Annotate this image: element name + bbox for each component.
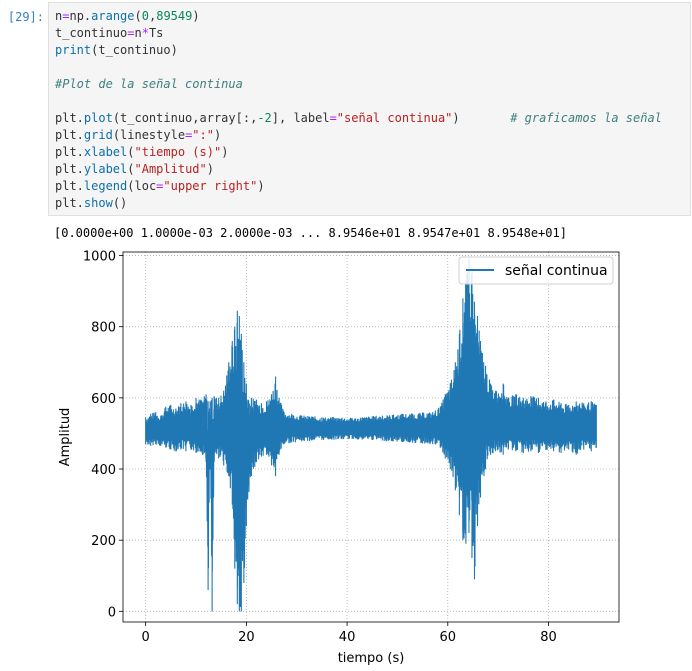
code-token: -2 — [257, 111, 272, 125]
code-token: = — [185, 128, 193, 142]
signal-series — [145, 259, 597, 612]
code-token: = — [329, 111, 337, 125]
code-token: ) — [452, 111, 511, 125]
code-token: "Amplitud" — [134, 162, 207, 176]
code-token: ) — [213, 128, 222, 142]
code-line: plt.ylabel("Amplitud") — [55, 161, 214, 178]
x-tick-label: 80 — [540, 630, 557, 645]
code-token: 0 — [141, 9, 149, 23]
code-token: #Plot de la señal continua — [55, 77, 243, 91]
code-line: print(t_continuo) — [55, 42, 178, 59]
plot-frame — [122, 251, 620, 623]
legend: señal continua — [458, 256, 614, 285]
code-token: = — [62, 9, 70, 23]
code-token: ) — [257, 179, 265, 193]
code-token: ( — [127, 162, 135, 176]
code-token: "tiempo (s)" — [134, 145, 222, 159]
code-token: (loc — [127, 179, 157, 193]
code-line: plt.grid(linestyle=":") — [55, 127, 221, 144]
y-tick-label: 400 — [91, 463, 116, 478]
code-token: print — [55, 43, 92, 57]
code-line: plt.xlabel("tiempo (s)") — [55, 144, 228, 161]
code-token: () — [112, 196, 128, 210]
code-token: plt. — [55, 162, 84, 176]
code-token: 89549 — [156, 9, 193, 23]
code-token: * — [141, 26, 149, 40]
legend-box — [458, 256, 614, 285]
x-tick-label: 20 — [238, 630, 255, 645]
code-token: plt. — [55, 128, 84, 142]
code-token: plt. — [55, 111, 84, 125]
code-line: plt.legend(loc="upper right") — [55, 178, 265, 195]
y-axis-ticks: 0 200 400 600 800 1000 — [83, 250, 123, 620]
code-token: ) — [221, 145, 229, 159]
code-token: show — [83, 196, 113, 210]
signal-line-chart: 0 20 40 60 80 0 200 400 600 800 1000 tiempo (s) A… — [58, 250, 620, 666]
code-token: ( — [134, 9, 142, 23]
y-axis-label: Amplitud — [58, 408, 73, 467]
code-cell[interactable]: n=np.arange(0,89549) t_continuo=n*Ts print… — [48, 2, 691, 216]
code-token: (t_continuo) — [91, 43, 178, 57]
code-token: , — [148, 9, 157, 23]
code-line: plt.show() — [55, 195, 127, 212]
x-axis-ticks: 0 20 40 60 80 — [142, 622, 557, 645]
code-token: "upper right" — [163, 179, 258, 193]
code-token: plt. — [55, 179, 84, 193]
code-token: arange — [91, 9, 135, 23]
legend-label: señal continua — [505, 263, 608, 279]
y-tick-label: 0 — [108, 605, 116, 620]
code-token: = — [156, 179, 164, 193]
code-line: t_continuo=n*Ts — [55, 25, 163, 42]
code-token: (t_continuo,array[:, — [112, 111, 258, 125]
cell-output-text: [0.0000e+00 1.0000e-03 2.0000e-03 ... 8.… — [54, 226, 567, 240]
x-tick-label: 60 — [440, 630, 457, 645]
code-token: xlabel — [83, 145, 128, 159]
code-token: plt. — [55, 196, 84, 210]
code-token: plt. — [55, 145, 84, 159]
code-token: ) — [206, 162, 214, 176]
code-token: Ts — [148, 26, 164, 40]
y-tick-label: 800 — [91, 321, 116, 336]
x-axis-label: tiempo (s) — [338, 651, 405, 666]
code-token: np. — [69, 9, 92, 23]
code-token: t_continuo — [55, 26, 128, 40]
code-token: ":" — [192, 128, 214, 142]
y-tick-label: 600 — [91, 392, 116, 407]
code-line: plt.plot(t_continuo,array[:,-2], label="… — [55, 110, 662, 127]
code-line: #Plot de la señal continua — [55, 76, 243, 93]
y-tick-label: 1000 — [83, 250, 116, 265]
code-token: legend — [83, 179, 128, 193]
code-token: (linestyle — [112, 128, 186, 142]
code-token: plot — [83, 111, 113, 125]
code-line: n=np.arange(0,89549) — [55, 8, 200, 25]
code-token: "señal continua" — [336, 111, 453, 125]
code-token: grid — [83, 128, 113, 142]
signal-line — [145, 259, 597, 612]
code-token: ( — [127, 145, 135, 159]
y-tick-label: 200 — [91, 534, 116, 549]
code-token: n — [55, 9, 63, 23]
x-tick-label: 0 — [142, 630, 150, 645]
code-token: ) — [192, 9, 200, 23]
code-token: = — [127, 26, 135, 40]
code-token: ], label — [271, 111, 330, 125]
cell-prompt: [29]: — [7, 10, 44, 24]
code-token: ylabel — [83, 162, 128, 176]
code-token: # graficamos la señal — [510, 111, 662, 125]
x-tick-label: 40 — [339, 630, 356, 645]
code-token: n — [134, 26, 142, 40]
